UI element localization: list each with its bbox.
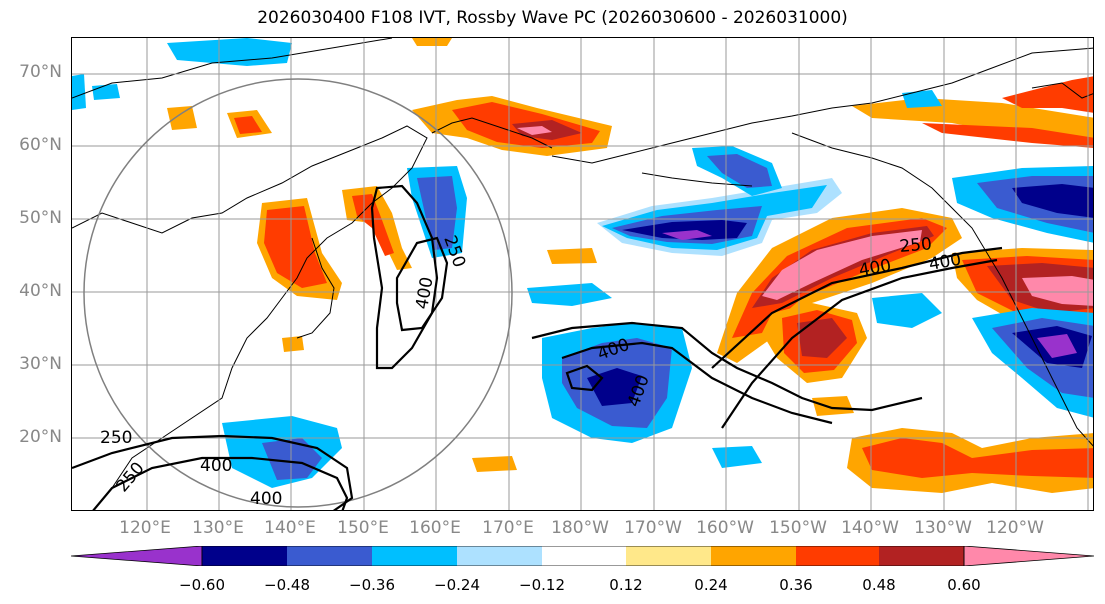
ivt-contour-layer <box>72 184 1003 510</box>
colorbar-bin <box>542 546 626 566</box>
lon-label-140e: 140°E <box>264 518 316 538</box>
colorbar-bin <box>796 546 879 566</box>
lat-label-40n: 40°N <box>19 281 62 301</box>
map-panel: 250 400 400 400 400 250 400 250 400 250 … <box>71 37 1094 511</box>
contour-label: 250 <box>100 428 132 448</box>
colorbar-bin <box>711 546 796 566</box>
colorbar-tick-label: 0.48 <box>862 576 896 594</box>
contour-label: 400 <box>250 489 282 509</box>
rossby-wave-region-circle <box>83 78 513 508</box>
ivt-contour-subtropical-250 <box>92 456 349 510</box>
colorbar-extend-high <box>963 546 1094 566</box>
colorbar-bin <box>457 546 542 566</box>
colorbar-tick-label: −0.60 <box>179 576 225 594</box>
colorbar-tick-label: 0.12 <box>609 576 643 594</box>
lon-label-120w: 120°W <box>986 518 1044 538</box>
colorbar-tick-label: −0.48 <box>264 576 310 594</box>
lat-label-50n: 50°N <box>19 208 62 228</box>
colorbar-tick-label: 0.24 <box>694 576 728 594</box>
contour-label: 250 <box>113 458 149 496</box>
colorbar-bin <box>879 546 964 566</box>
ivt-contour-north-plume-250 <box>711 246 1003 369</box>
ivt-contour-mid-pacific-400 <box>531 321 923 412</box>
lon-label-170w: 170°W <box>624 518 682 538</box>
lon-label-120e: 120°E <box>119 518 171 538</box>
lat-label-60n: 60°N <box>19 135 62 155</box>
contour-label: 250 <box>899 234 933 257</box>
lon-label-140w: 140°W <box>841 518 899 538</box>
lon-label-150w: 150°W <box>769 518 827 538</box>
lon-label-150e: 150°E <box>337 518 389 538</box>
lat-label-20n: 20°N <box>19 427 62 447</box>
lon-label-160e: 160°E <box>409 518 461 538</box>
colorbar-tick-label: −0.36 <box>349 576 395 594</box>
map-title: 2026030400 F108 IVT, Rossby Wave PC (202… <box>257 8 848 28</box>
lon-label-170e: 170°E <box>482 518 534 538</box>
lon-label-130e: 130°E <box>192 518 244 538</box>
colorbar-tick-label: 0.60 <box>947 576 981 594</box>
colorbar-tick-label: −0.24 <box>434 576 480 594</box>
colorbar-bin <box>202 546 287 566</box>
contour-label: 400 <box>857 256 892 281</box>
ivt-contour-north-plume-400 <box>721 258 998 429</box>
lon-label-160w: 160°W <box>696 518 754 538</box>
lat-label-30n: 30°N <box>19 354 62 374</box>
contour-label: 250 <box>439 233 469 270</box>
colorbar-bin <box>626 546 711 566</box>
ivt-contour-subtropical-400 <box>72 434 354 510</box>
coastline-layer <box>72 38 1093 510</box>
lon-label-180w: 180°W <box>551 518 609 538</box>
ivt-contour-west-pacific-400 <box>370 184 439 370</box>
colorbar-bin <box>287 546 372 566</box>
colorbar-tick-label: 0.36 <box>779 576 813 594</box>
colorbar <box>71 546 1094 566</box>
colorbar-bin <box>372 546 457 566</box>
map-canvas: 250 400 400 400 400 250 400 250 400 250 … <box>72 38 1093 510</box>
colorbar-extend-low <box>71 546 203 566</box>
lat-label-70n: 70°N <box>19 62 62 82</box>
lon-label-130w: 130°W <box>914 518 972 538</box>
colorbar-tick-label: −0.12 <box>519 576 565 594</box>
ivt-contour-west-pacific-250 <box>395 236 449 332</box>
ivt-contour-mid-pacific-250 <box>561 341 833 425</box>
ivt-contour-small-loop <box>565 364 604 392</box>
contour-label: 400 <box>200 456 232 476</box>
